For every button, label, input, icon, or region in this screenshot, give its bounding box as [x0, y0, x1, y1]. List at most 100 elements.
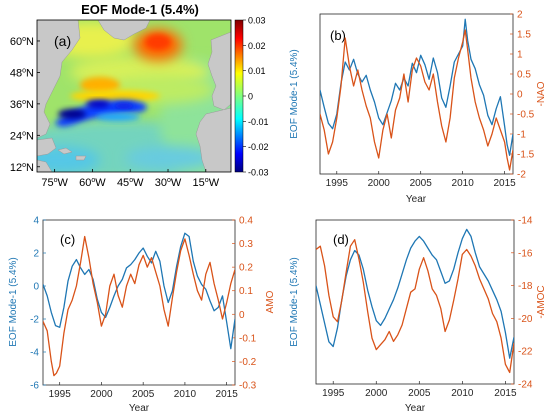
y-right-tick-label: -0.5 [517, 110, 535, 121]
y-right-tick-label: -20 [518, 314, 533, 325]
colorbar-tick-label: 0.03 [248, 16, 266, 26]
panel-c: (c) 1995 2000 2005 2010 2015 4 2 0 -2 -4 -6 0.4 0.3 0… [8, 216, 276, 414]
panel-b: (b) 1995 2000 2005 2010 2015 2 1.5 1 0.5 0 -0.5 -1 -… [289, 10, 547, 206]
y-right-tick-label: -24 [518, 380, 533, 391]
panel-b-frame [319, 13, 514, 175]
series-line-left [43, 232, 235, 350]
panel-d-xlabel: Year [405, 403, 426, 414]
map-title: EOF Mode-1 (5.4%) [81, 2, 199, 17]
panel-b-ylabel-left: EOF Mode-1 (5.4%) [289, 49, 300, 138]
panel-c-ylabel-left: EOF Mode-1 (5.4%) [8, 257, 19, 346]
panel-d-ylabel-left: EOF Mode-1 (5.4%) [289, 257, 300, 346]
map-frame [36, 19, 232, 173]
y-right-tick-label: -16 [518, 248, 533, 259]
panel-b-xlabel: Year [406, 194, 427, 205]
y-right-tick-label: -18 [518, 281, 533, 292]
lat-ticks: 60oN 48oN 36oN 24oN 12oN [10, 36, 40, 174]
lon-tick-label: 75oW [41, 177, 68, 189]
x-tick-label: 1995 [326, 178, 349, 189]
colorbar-tick-label: -0.01 [248, 117, 269, 127]
y-right-tick-label: -0.1 [239, 333, 257, 344]
panel-c-plot: 1995 2000 2005 2010 2015 4 2 0 -2 -4 -6 0.4 0.3 0.2 0.… [30, 216, 257, 401]
eof-high-slope [80, 77, 120, 93]
panel-d: (d) 1995 2000 2005 2010 2015 -14 -16 -18 -20 -22 -… [289, 216, 547, 414]
y-left-tick-label: -4 [30, 348, 39, 359]
y-right-tick-label: 0.1 [239, 286, 253, 297]
central-america [37, 159, 53, 172]
series-line-right [320, 29, 513, 171]
y-left-tick-label: -6 [30, 381, 39, 392]
y-right-tick-label: 0 [517, 90, 523, 101]
y-right-tick-label: 0.3 [239, 239, 253, 250]
x-tick-label: 2005 [408, 388, 431, 399]
x-tick-label: 1995 [322, 388, 345, 399]
panel-d-ylabel-right: -AMOC [536, 285, 547, 318]
florida [37, 137, 57, 157]
y-left-tick-label: 4 [33, 216, 39, 227]
panel-b-ylabel-right: -NAO [536, 81, 547, 106]
panel-c-frame [42, 219, 236, 386]
y-right-tick-label: 2 [517, 10, 523, 21]
series-line-right [43, 235, 235, 377]
x-tick-label: 2010 [452, 178, 475, 189]
lat-tick-label: 24oN [10, 130, 34, 142]
series-line-left [320, 18, 513, 156]
lat-tick-label: 36oN [10, 99, 34, 111]
lat-tick-label: 12oN [10, 162, 34, 174]
lon-tick-label: 60oW [79, 177, 106, 189]
y-right-tick-label: -0.2 [239, 357, 257, 368]
y-right-tick-label: 1.5 [517, 30, 531, 41]
lon-tick-label: 15oW [193, 177, 220, 189]
colorbar-tick-label: 0.01 [248, 66, 266, 76]
colorbar: 0.03 0.02 0.01 0 -0.01 -0.02 -0.03 [234, 16, 269, 178]
panel-d-frame [315, 219, 515, 385]
lon-tick-label: 45oW [117, 177, 144, 189]
y-left-tick-label: 2 [33, 249, 39, 260]
y-right-tick-label: 0.2 [239, 263, 253, 274]
y-right-tick-label: -2 [517, 170, 526, 181]
y-left-tick-label: 0 [33, 282, 39, 293]
y-right-tick-label: 0.4 [239, 216, 253, 227]
series-line-left [316, 228, 514, 359]
x-tick-label: 2010 [451, 388, 474, 399]
colorbar-tick-label: -0.03 [248, 168, 269, 178]
colorbar-tick-label: -0.02 [248, 142, 269, 152]
y-right-tick-label: 0.5 [517, 70, 531, 81]
lat-tick-label: 60oN [10, 36, 34, 48]
africa [195, 107, 231, 172]
panel-a: EOF Mode-1 (5.4%) [10, 2, 269, 189]
x-tick-label: 2000 [368, 178, 391, 189]
y-right-tick-label: -0.3 [239, 381, 257, 392]
x-tick-label: 2000 [365, 388, 388, 399]
x-tick-label: 2005 [410, 178, 433, 189]
panel-d-label: (d) [333, 232, 349, 247]
colorbar-ticks: 0.03 0.02 0.01 0 -0.01 -0.02 -0.03 [243, 16, 269, 178]
x-tick-label: 2010 [174, 389, 197, 400]
colorbar-tick-label: 0.02 [248, 41, 266, 51]
panel-d-plot: 1995 2000 2005 2010 2015 -14 -16 -18 -20 -22 -24 [316, 216, 533, 399]
x-tick-label: 2015 [494, 388, 517, 399]
y-left-tick-label: -2 [30, 315, 39, 326]
caribbean [57, 147, 87, 161]
panel-c-xlabel: Year [129, 403, 150, 414]
greenland [97, 20, 151, 41]
x-tick-label: 1995 [49, 389, 72, 400]
panel-b-label: (b) [330, 28, 346, 43]
y-right-tick-label: -1.5 [517, 150, 535, 161]
lon-tick-label: 30oW [155, 177, 182, 189]
lon-ticks: 75oW 60oW 45oW 30oW 15oW [41, 169, 220, 189]
x-tick-label: 2000 [90, 389, 113, 400]
x-tick-label: 2015 [216, 389, 239, 400]
colorbar-tick-label: 0 [248, 92, 253, 102]
y-right-tick-label: -22 [518, 347, 533, 358]
panel-c-label: (c) [60, 232, 75, 247]
panel-b-plot: 1995 2000 2005 2010 2015 2 1.5 1 0.5 0 -0.5 -1 -1.5 -… [320, 10, 535, 189]
panel-a-label: (a) [54, 33, 71, 49]
y-right-tick-label: -14 [518, 216, 533, 227]
x-tick-label: 2015 [493, 178, 516, 189]
north-america [37, 20, 81, 139]
y-right-tick-label: 0 [239, 310, 245, 321]
panel-c-ylabel-right: AMO [265, 290, 276, 313]
y-right-tick-label: 1 [517, 50, 523, 61]
